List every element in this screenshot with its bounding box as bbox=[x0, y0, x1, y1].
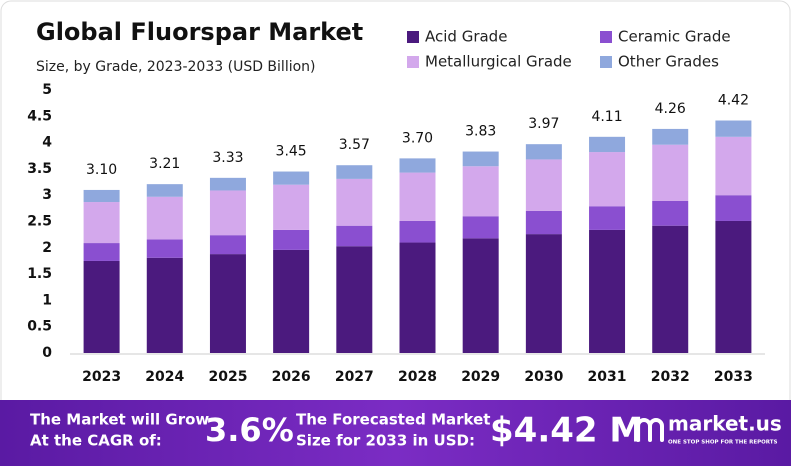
x-tick-label: 2030 bbox=[524, 369, 563, 385]
cagr-value: 3.6% bbox=[205, 411, 294, 449]
bar-segment bbox=[83, 202, 120, 244]
bar-segment bbox=[336, 165, 373, 179]
legend-swatch bbox=[407, 31, 419, 43]
bar-segment bbox=[146, 257, 183, 353]
bar-segment bbox=[589, 229, 626, 353]
y-tick-label: 4 bbox=[42, 135, 52, 151]
bar-segment bbox=[336, 225, 373, 247]
x-tick-label: 2027 bbox=[335, 369, 374, 385]
total-label: 4.26 bbox=[655, 101, 686, 117]
y-tick-label: 5 bbox=[42, 82, 52, 98]
legend-label: Metallurgical Grade bbox=[425, 53, 572, 71]
bar-segment bbox=[652, 144, 689, 201]
bar-segment bbox=[273, 249, 310, 353]
bar-segment bbox=[209, 254, 246, 353]
bar-segment bbox=[462, 151, 499, 167]
x-tick-label: 2026 bbox=[272, 369, 311, 385]
legend-label: Ceramic Grade bbox=[618, 28, 731, 46]
bar-segment bbox=[336, 178, 373, 226]
bar-segment bbox=[83, 189, 120, 203]
legend-label: Other Grades bbox=[618, 53, 719, 71]
bar-segment bbox=[652, 128, 689, 145]
bar-segment bbox=[399, 242, 436, 353]
x-tick-label: 2028 bbox=[398, 369, 437, 385]
brand: market.us bbox=[668, 412, 782, 436]
banner bbox=[0, 400, 791, 466]
bar-segment bbox=[715, 136, 752, 196]
brand-logo bbox=[636, 418, 664, 442]
x-tick-label: 2032 bbox=[651, 369, 690, 385]
bar-segment bbox=[715, 195, 752, 221]
bar-segment bbox=[146, 184, 183, 197]
y-tick-label: 3.5 bbox=[27, 161, 52, 177]
legend-swatch bbox=[600, 56, 612, 68]
total-label: 4.42 bbox=[718, 93, 749, 109]
bar-segment bbox=[525, 210, 562, 235]
y-tick-label: 1 bbox=[42, 292, 52, 308]
chart-title: Global Fluorspar Market bbox=[36, 18, 363, 46]
bar-segment bbox=[146, 196, 183, 240]
bar-segment bbox=[589, 152, 626, 207]
y-tick-label: 0.5 bbox=[27, 319, 52, 335]
bar-segment bbox=[209, 177, 246, 191]
bar-segment bbox=[273, 171, 310, 185]
y-tick-label: 4.5 bbox=[27, 108, 52, 124]
total-label: 3.97 bbox=[528, 116, 559, 132]
x-tick-label: 2031 bbox=[588, 369, 627, 385]
total-label: 3.21 bbox=[149, 156, 180, 172]
bar-segment bbox=[336, 246, 373, 353]
x-tick-label: 2025 bbox=[208, 369, 247, 385]
cagr-text: At the CAGR of: bbox=[30, 432, 162, 450]
y-tick-label: 3 bbox=[42, 187, 52, 203]
bar-segment bbox=[209, 235, 246, 255]
x-tick-label: 2023 bbox=[82, 369, 121, 385]
x-tick-label: 2024 bbox=[145, 369, 184, 385]
bar-segment bbox=[462, 216, 499, 239]
x-tick-label: 2033 bbox=[714, 369, 753, 385]
bar-segment bbox=[462, 238, 499, 353]
total-label: 3.83 bbox=[465, 124, 496, 140]
total-label: 3.45 bbox=[276, 144, 307, 160]
forecast-value: $4.42 M bbox=[490, 411, 643, 451]
legend-label: Acid Grade bbox=[425, 28, 507, 46]
bar-segment bbox=[589, 206, 626, 230]
bar-segment bbox=[715, 220, 752, 353]
total-label: 3.57 bbox=[339, 137, 370, 153]
legend-swatch bbox=[407, 56, 419, 68]
y-tick-label: 0 bbox=[42, 345, 52, 361]
bar-segment bbox=[525, 144, 562, 160]
bar-segment bbox=[273, 229, 310, 250]
bar-segment bbox=[209, 190, 246, 236]
cagr-text: The Market will Grow bbox=[30, 411, 209, 429]
forecast-text: The Forecasted Market bbox=[296, 411, 490, 429]
bar-segment bbox=[525, 159, 562, 211]
x-tick-label: 2029 bbox=[461, 369, 500, 385]
total-label: 4.11 bbox=[591, 109, 622, 125]
bar-segment bbox=[83, 243, 120, 261]
bar-segment bbox=[525, 234, 562, 353]
y-tick-label: 2.5 bbox=[27, 214, 52, 230]
bar-segment bbox=[399, 172, 436, 221]
bar-segment bbox=[652, 225, 689, 353]
bar-segment bbox=[589, 136, 626, 153]
y-tick-label: 1.5 bbox=[27, 266, 52, 282]
total-label: 3.10 bbox=[86, 162, 117, 178]
bar-segment bbox=[146, 239, 183, 258]
chart-subtitle: Size, by Grade, 2023-2033 (USD Billion) bbox=[36, 59, 316, 75]
y-tick-label: 2 bbox=[42, 240, 52, 256]
bar-segment bbox=[462, 166, 499, 217]
forecast-text: Size for 2033 in USD: bbox=[296, 432, 475, 450]
bar-segment bbox=[83, 260, 120, 353]
tagline: ONE STOP SHOP FOR THE REPORTS bbox=[668, 440, 778, 446]
bar-segment bbox=[399, 158, 436, 173]
legend-swatch bbox=[600, 31, 612, 43]
bar-segment bbox=[715, 120, 752, 137]
total-label: 3.70 bbox=[402, 130, 433, 146]
bar-segment bbox=[273, 184, 310, 230]
bar-segment bbox=[399, 220, 436, 243]
total-label: 3.33 bbox=[212, 150, 243, 166]
bar-segment bbox=[652, 200, 689, 226]
